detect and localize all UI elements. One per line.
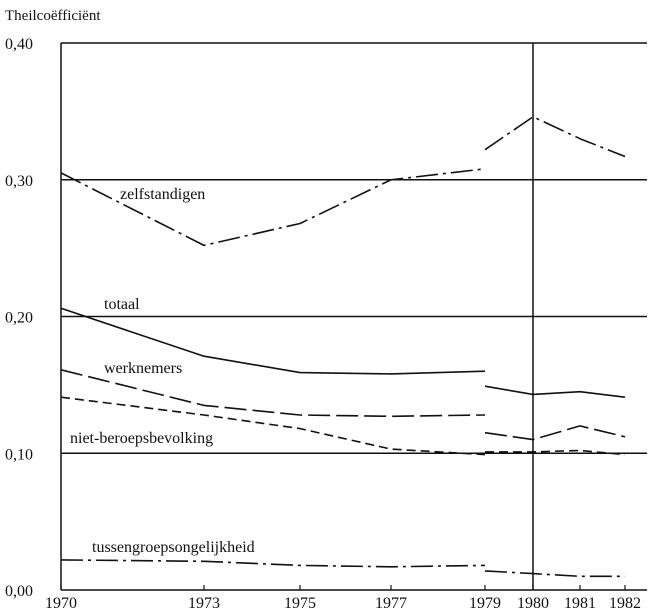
y-tick-label: 0,00 xyxy=(5,583,33,600)
series-label-tussengroepsongelijkheid: tussengroepsongelijkheid xyxy=(92,539,255,556)
x-tick-label: 1970 xyxy=(45,595,77,611)
y-tick-label: 0,30 xyxy=(5,173,33,190)
y-axis-label: Theilcoëfficiënt xyxy=(5,8,101,24)
series-label-niet-beroepsbevolking: niet-beroepsbevolking xyxy=(70,430,213,447)
series-label-werknemers: werknemers xyxy=(104,360,182,377)
y-tick-label: 0,40 xyxy=(5,36,33,53)
series-line-zelfstandigen xyxy=(60,168,486,247)
x-tick-label: 1982 xyxy=(609,595,641,611)
series-line-zelfstandigen xyxy=(484,116,626,158)
series-line-tussengroepsongelijkheid xyxy=(484,570,625,578)
x-tick-label: 1973 xyxy=(188,595,220,611)
series-line-tussengroepsongelijkheid xyxy=(60,559,486,568)
series-line-werknemers xyxy=(60,369,486,418)
series-label-zelfstandigen: zelfstandigen xyxy=(120,186,205,203)
series-line-totaal xyxy=(60,307,486,375)
series-line-niet-beroepsbevolking xyxy=(60,396,486,456)
y-tick-label: 0,20 xyxy=(5,310,33,327)
x-tick-label: 1981 xyxy=(564,595,596,611)
series-line-totaal xyxy=(484,385,626,398)
series-line-werknemers xyxy=(484,425,626,441)
series-line-niet-beroepsbevolking xyxy=(485,449,626,456)
x-tick-label: 1975 xyxy=(284,595,316,611)
y-tick-label: 0,10 xyxy=(5,446,33,463)
x-tick-label: 1977 xyxy=(375,595,407,611)
series-label-totaal: totaal xyxy=(104,296,140,313)
x-tick-label: 1979 xyxy=(469,595,501,611)
x-tick-label: 1980 xyxy=(517,595,549,611)
